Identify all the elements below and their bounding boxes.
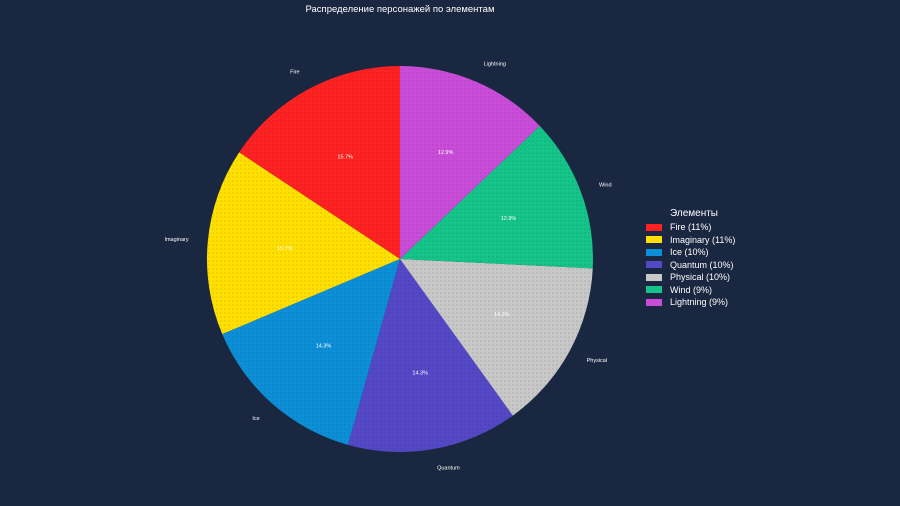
percent-label-fire: 15.7% (337, 154, 353, 160)
pie-slice-texture-lightning (400, 66, 540, 259)
chart-title: Распределение персонажей по элементам (305, 4, 495, 15)
percent-label-physical: 14.3% (494, 312, 510, 318)
legend-item-quantum: Quantum (10%) (646, 259, 735, 272)
slice-label-ice: Ice (252, 416, 259, 422)
legend-title: Элементы (670, 208, 718, 219)
slice-label-fire: Fire (290, 69, 299, 75)
pie-slice-texture-imaginary (207, 152, 400, 335)
legend-item-fire: Fire (11%) (646, 221, 735, 234)
percent-label-wind: 12.9% (501, 216, 517, 222)
legend-swatch-lightning (646, 298, 662, 306)
legend: Элементы Fire (11%) Imaginary (11%) Ice (1… (646, 208, 735, 309)
slice-label-physical: Physical (587, 358, 607, 364)
pie-slice-texture-ice (222, 259, 400, 445)
legend-label-wind: Wind (9%) (670, 284, 713, 295)
legend-item-physical: Physical (10%) (646, 271, 735, 284)
legend-label-ice: Ice (10%) (670, 247, 709, 258)
pie-slice-texture-wind (400, 125, 593, 269)
legend-swatch-imaginary (646, 236, 662, 244)
legend-item-lightning: Lightning (9%) (646, 296, 735, 309)
legend-label-imaginary: Imaginary (11%) (670, 234, 736, 245)
pie-slice-texture-quantum (347, 259, 513, 453)
slice-label-quantum: Quantum (437, 465, 460, 471)
legend-label-fire: Fire (11%) (670, 222, 712, 233)
legend-swatch-physical (646, 273, 662, 281)
slice-label-lightning: Lightning (484, 61, 506, 67)
percent-label-imaginary: 15.7% (277, 246, 293, 252)
pie-slice-texture-physical (400, 259, 593, 416)
pie-slice-texture-fire (239, 66, 400, 259)
legend-swatch-quantum (646, 261, 662, 269)
slice-label-imaginary: Imaginary (164, 237, 188, 243)
slice-label-wind: Wind (599, 182, 612, 188)
legend-item-imaginary: Imaginary (11%) (646, 234, 735, 247)
percent-label-quantum: 14.3% (412, 370, 428, 376)
legend-swatch-ice (646, 248, 662, 256)
legend-item-wind: Wind (9%) (646, 284, 735, 297)
legend-label-physical: Physical (10%) (670, 272, 731, 283)
legend-label-quantum: Quantum (10%) (670, 259, 734, 270)
percent-label-ice: 14.3% (316, 343, 332, 349)
percent-label-lightning: 12.9% (438, 150, 454, 156)
legend-label-lightning: Lightning (9%) (670, 297, 729, 308)
legend-swatch-wind (646, 286, 662, 294)
legend-item-ice: Ice (10%) (646, 246, 735, 259)
legend-swatch-fire (646, 223, 662, 231)
